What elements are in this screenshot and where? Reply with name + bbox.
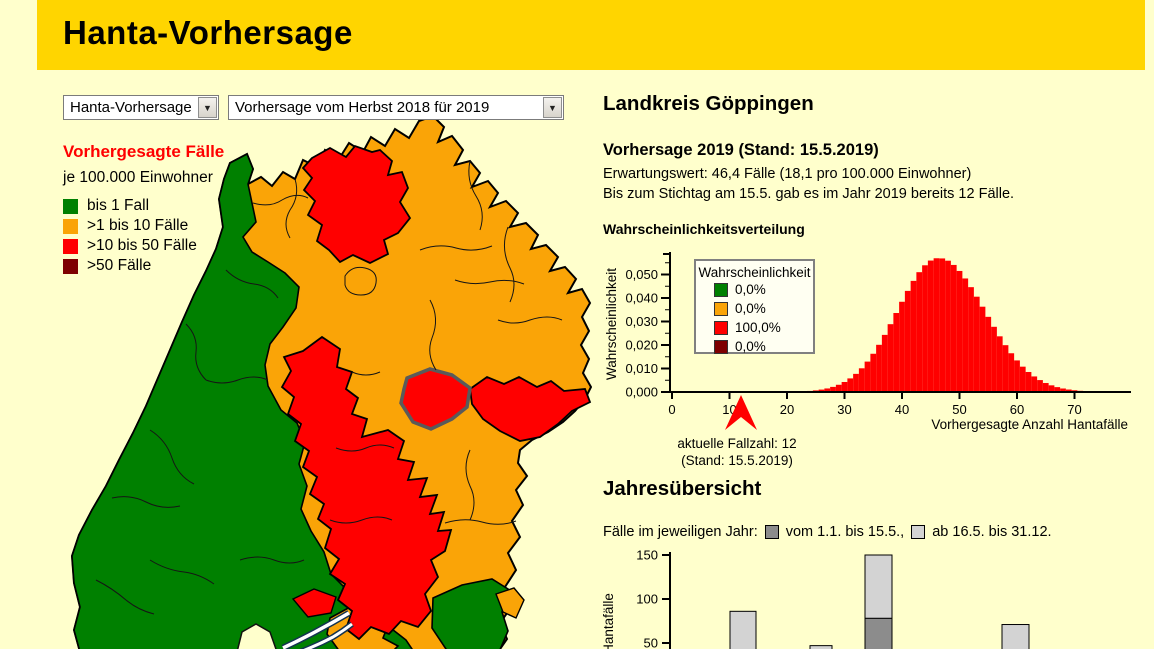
distribution-heading: Wahrscheinlichkeitsverteilung (603, 221, 805, 237)
svg-text:70: 70 (1067, 402, 1081, 417)
year-bar-late-segment (809, 645, 833, 649)
red-swatch-icon (714, 320, 728, 335)
dist-x-axis-label: Vorhergesagte Anzahl Hantafälle (931, 417, 1128, 432)
map-legend-title: Vorhergesagte Fälle (63, 142, 225, 161)
map-red-central-band[interactable] (280, 335, 453, 641)
darkred-swatch-icon (63, 258, 78, 274)
legend-item-red: >10 bis 50 Fälle (63, 236, 224, 256)
svg-text:0,040: 0,040 (625, 291, 658, 306)
svg-text:50: 50 (644, 636, 658, 649)
map-red-bottom-region[interactable] (291, 588, 337, 618)
svg-text:50: 50 (952, 402, 966, 417)
year-legend: Fälle im jeweiligen Jahr: vom 1.1. bis 1… (603, 524, 1052, 540)
svg-text:20: 20 (780, 402, 794, 417)
late-period-swatch-icon (911, 525, 926, 539)
svg-text:100: 100 (636, 592, 658, 607)
green-swatch-icon (63, 198, 78, 214)
year-overview-heading: Jahresübersicht (603, 477, 762, 500)
late-period-label: ab 16.5. bis 31.12. (932, 524, 1052, 540)
annotation-line2: (Stand: 15.5.2019) (681, 453, 793, 468)
map-district-goeppingen-selected[interactable] (399, 367, 472, 431)
probability-value: 0,0% (735, 282, 766, 297)
cases-line: Bis zum Stichtag am 15.5. gab es im Jahr… (603, 186, 1015, 202)
year-bar-late-segment (729, 610, 757, 649)
distribution-legend: Wahrscheinlichkeit 0,0% 0,0% 100,0% 0,0% (694, 259, 815, 354)
map-red-north-region[interactable] (301, 144, 412, 265)
map-outside-notch (236, 623, 277, 649)
district-title: Landkreis Göppingen (603, 92, 814, 115)
map-green-southeast-region[interactable] (431, 578, 509, 649)
svg-text:0,050: 0,050 (625, 267, 658, 282)
distribution-legend-title: Wahrscheinlichkeit (698, 265, 811, 280)
svg-text:60: 60 (1010, 402, 1024, 417)
legend-label: bis 1 Fall (87, 197, 150, 214)
early-period-label: vom 1.1. bis 15.5., (785, 524, 905, 540)
svg-text:0,020: 0,020 (625, 338, 658, 353)
orange-swatch-icon (63, 218, 78, 234)
year-bars (729, 554, 1030, 649)
map-red-east-region[interactable] (469, 375, 592, 442)
dataset-select-value: Hanta-Vorhersage (70, 99, 192, 116)
year-overview-chart: 150 100 50 Anzahl Hantafälle (601, 548, 1030, 649)
year-y-axis-label: Anzahl Hantafälle (601, 593, 616, 649)
green-swatch-icon (714, 282, 728, 297)
dataset-select[interactable]: Hanta-Vorhersage ▼ (63, 95, 219, 120)
year-bar-early-segment (864, 617, 893, 649)
probability-value: 100,0% (735, 320, 781, 335)
map-legend-subtitle: je 100.000 Einwohner (63, 169, 213, 186)
svg-text:0,010: 0,010 (625, 361, 658, 376)
dist-axes (661, 252, 1131, 399)
orange-swatch-icon (714, 301, 728, 316)
dist-y-axis-label: Wahrscheinlichkeit (604, 268, 619, 380)
page-header: Hanta-Vorhersage (37, 0, 1145, 70)
legend-item-darkred: >50 Fälle (63, 256, 224, 276)
map-legend: Vorhergesagte Fälle je 100.000 Einwohner… (63, 142, 224, 276)
current-cases-marker-icon (725, 395, 757, 430)
annotation-line1: aktuelle Fallzahl: 12 (677, 436, 797, 451)
darkred-swatch-icon (714, 339, 728, 354)
year-tick-labels: 150 100 50 (636, 548, 658, 649)
probability-value: 0,0% (735, 301, 766, 316)
forecast-select[interactable]: Vorhersage vom Herbst 2018 für 2019 ▼ (228, 95, 564, 120)
legend-item-green: bis 1 Fall (63, 196, 224, 216)
red-swatch-icon (63, 238, 78, 254)
svg-text:30: 30 (837, 402, 851, 417)
svg-text:0,000: 0,000 (625, 385, 658, 400)
map-baden-wuerttemberg[interactable] (60, 110, 592, 649)
dist-legend-item-darkred: 0,0% (714, 337, 813, 356)
year-axes (662, 552, 671, 649)
legend-label: >10 bis 50 Fälle (87, 237, 197, 254)
legend-label: >1 bis 10 Fälle (87, 217, 189, 234)
distribution-bars (784, 258, 1107, 392)
forecast-heading: Vorhersage 2019 (Stand: 15.5.2019) (603, 141, 879, 159)
year-bar-late-segment (1001, 624, 1030, 649)
chevron-down-icon[interactable]: ▼ (198, 97, 217, 118)
early-period-swatch-icon (764, 525, 779, 539)
svg-text:40: 40 (895, 402, 909, 417)
year-legend-prefix: Fälle im jeweiligen Jahr: (603, 524, 758, 540)
map-orange-southeast-region[interactable] (495, 587, 525, 619)
dist-legend-item-green: 0,0% (714, 280, 813, 299)
svg-text:0,030: 0,030 (625, 314, 658, 329)
current-cases-annotation: aktuelle Fallzahl: 12 (Stand: 15.5.2019) (627, 435, 847, 469)
dist-legend-item-orange: 0,0% (714, 299, 813, 318)
probability-value: 0,0% (735, 339, 766, 354)
chevron-down-icon[interactable]: ▼ (543, 97, 562, 118)
svg-text:0: 0 (668, 402, 675, 417)
forecast-select-value: Vorhersage vom Herbst 2018 für 2019 (235, 99, 490, 116)
legend-item-orange: >1 bis 10 Fälle (63, 216, 224, 236)
svg-text:150: 150 (636, 548, 658, 563)
page-title: Hanta-Vorhersage (63, 14, 353, 51)
dist-legend-item-red: 100,0% (714, 318, 813, 337)
lake-bodensee (281, 610, 354, 649)
expectation-line: Erwartungswert: 46,4 Fälle (18,1 pro 100… (603, 166, 972, 182)
year-bar-late-segment (864, 554, 893, 619)
legend-label: >50 Fälle (87, 257, 152, 274)
district-borders (95, 160, 563, 615)
